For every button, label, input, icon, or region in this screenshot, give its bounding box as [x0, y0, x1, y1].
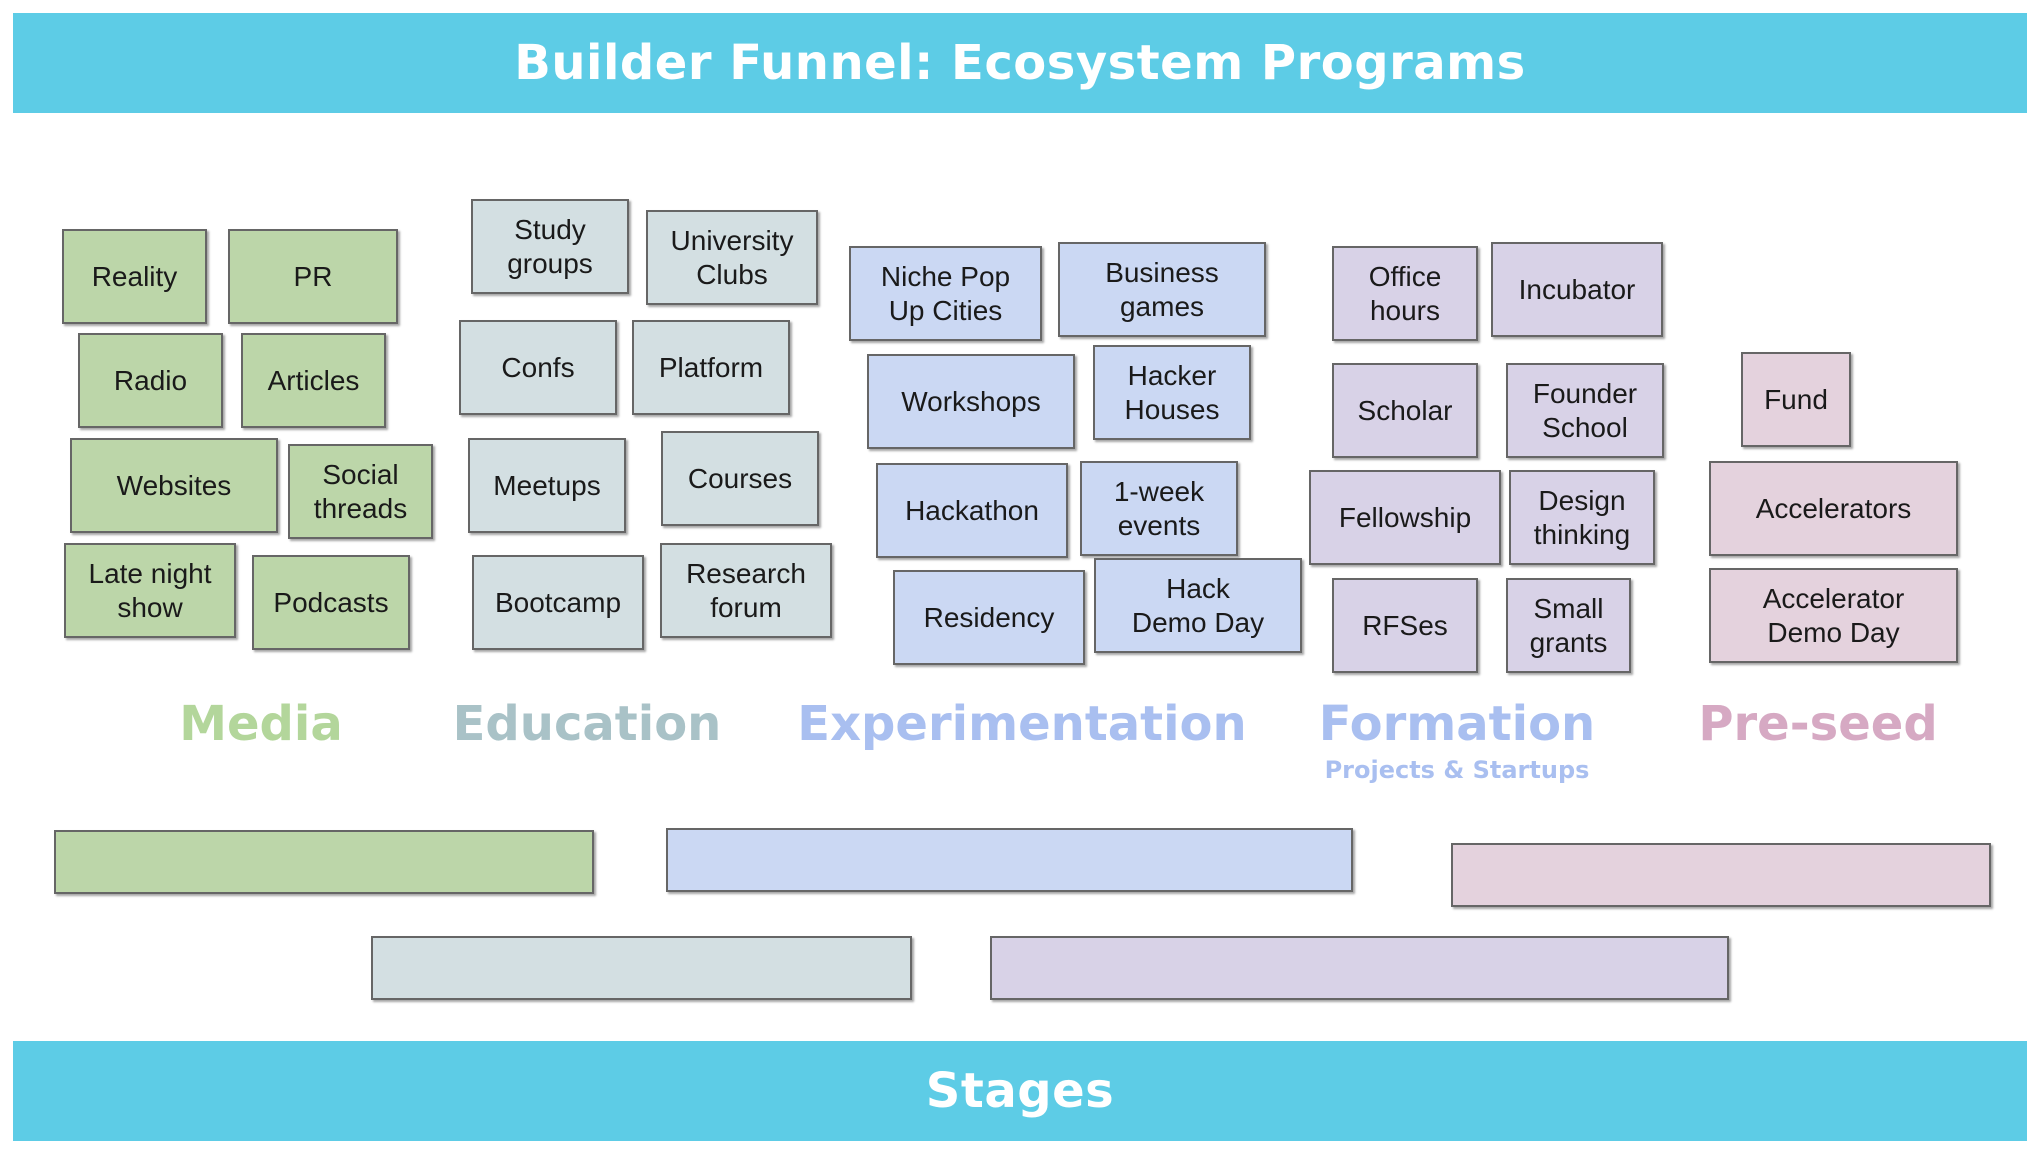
- program-card-media-0: Reality: [62, 229, 207, 324]
- stage-label-formation: Formation: [1318, 696, 1596, 752]
- program-card-education-7: Research forum: [660, 543, 832, 638]
- program-card-experimentation-6: Residency: [893, 570, 1085, 665]
- program-card-experimentation-7: Hack Demo Day: [1094, 558, 1302, 653]
- program-card-media-5: Social threads: [288, 444, 433, 539]
- program-card-preseed-1: Accelerators: [1709, 461, 1958, 556]
- stage-label-media: Media: [179, 696, 343, 752]
- program-card-experimentation-3: Hacker Houses: [1093, 345, 1251, 440]
- program-card-formation-4: Fellowship: [1309, 470, 1501, 565]
- program-card-formation-2: Scholar: [1332, 363, 1478, 458]
- program-card-formation-0: Office hours: [1332, 246, 1478, 341]
- program-card-formation-1: Incubator: [1491, 242, 1663, 337]
- title-banner: Builder Funnel: Ecosystem Programs: [13, 13, 2027, 113]
- program-card-education-1: University Clubs: [646, 210, 818, 305]
- program-card-education-4: Meetups: [468, 438, 626, 533]
- program-card-preseed-2: Accelerator Demo Day: [1709, 568, 1958, 663]
- program-card-media-7: Podcasts: [252, 555, 410, 650]
- stage-bar-formation: [990, 936, 1729, 1000]
- stage-label-preseed: Pre-seed: [1698, 696, 1938, 752]
- program-card-education-2: Confs: [459, 320, 617, 415]
- stage-label-education: Education: [452, 696, 722, 752]
- stage-bar-education: [371, 936, 912, 1000]
- stage-bar-media: [54, 830, 594, 894]
- program-card-formation-5: Design thinking: [1509, 470, 1655, 565]
- program-card-preseed-0: Fund: [1741, 352, 1851, 447]
- program-card-formation-3: Founder School: [1506, 363, 1664, 458]
- program-card-formation-7: Small grants: [1506, 578, 1631, 673]
- stage-sublabel-formation: Projects & Startups: [1324, 756, 1590, 784]
- program-card-media-2: Radio: [78, 333, 223, 428]
- program-card-experimentation-1: Business games: [1058, 242, 1266, 337]
- program-card-media-1: PR: [228, 229, 398, 324]
- program-card-education-6: Bootcamp: [472, 555, 644, 650]
- stage-label-experimentation: Experimentation: [797, 696, 1247, 752]
- program-card-media-6: Late night show: [64, 543, 236, 638]
- stages-banner: Stages: [13, 1041, 2027, 1141]
- program-card-media-4: Websites: [70, 438, 278, 533]
- program-card-experimentation-5: 1-week events: [1080, 461, 1238, 556]
- program-card-education-0: Study groups: [471, 199, 629, 294]
- program-card-education-3: Platform: [632, 320, 790, 415]
- program-card-experimentation-2: Workshops: [867, 354, 1075, 449]
- program-card-experimentation-4: Hackathon: [876, 463, 1068, 558]
- program-card-formation-6: RFSes: [1332, 578, 1478, 673]
- stage-bar-preseed: [1451, 843, 1991, 907]
- program-card-media-3: Articles: [241, 333, 386, 428]
- program-card-education-5: Courses: [661, 431, 819, 526]
- program-card-experimentation-0: Niche Pop Up Cities: [849, 246, 1042, 341]
- stage-bar-experimentation: [666, 828, 1353, 892]
